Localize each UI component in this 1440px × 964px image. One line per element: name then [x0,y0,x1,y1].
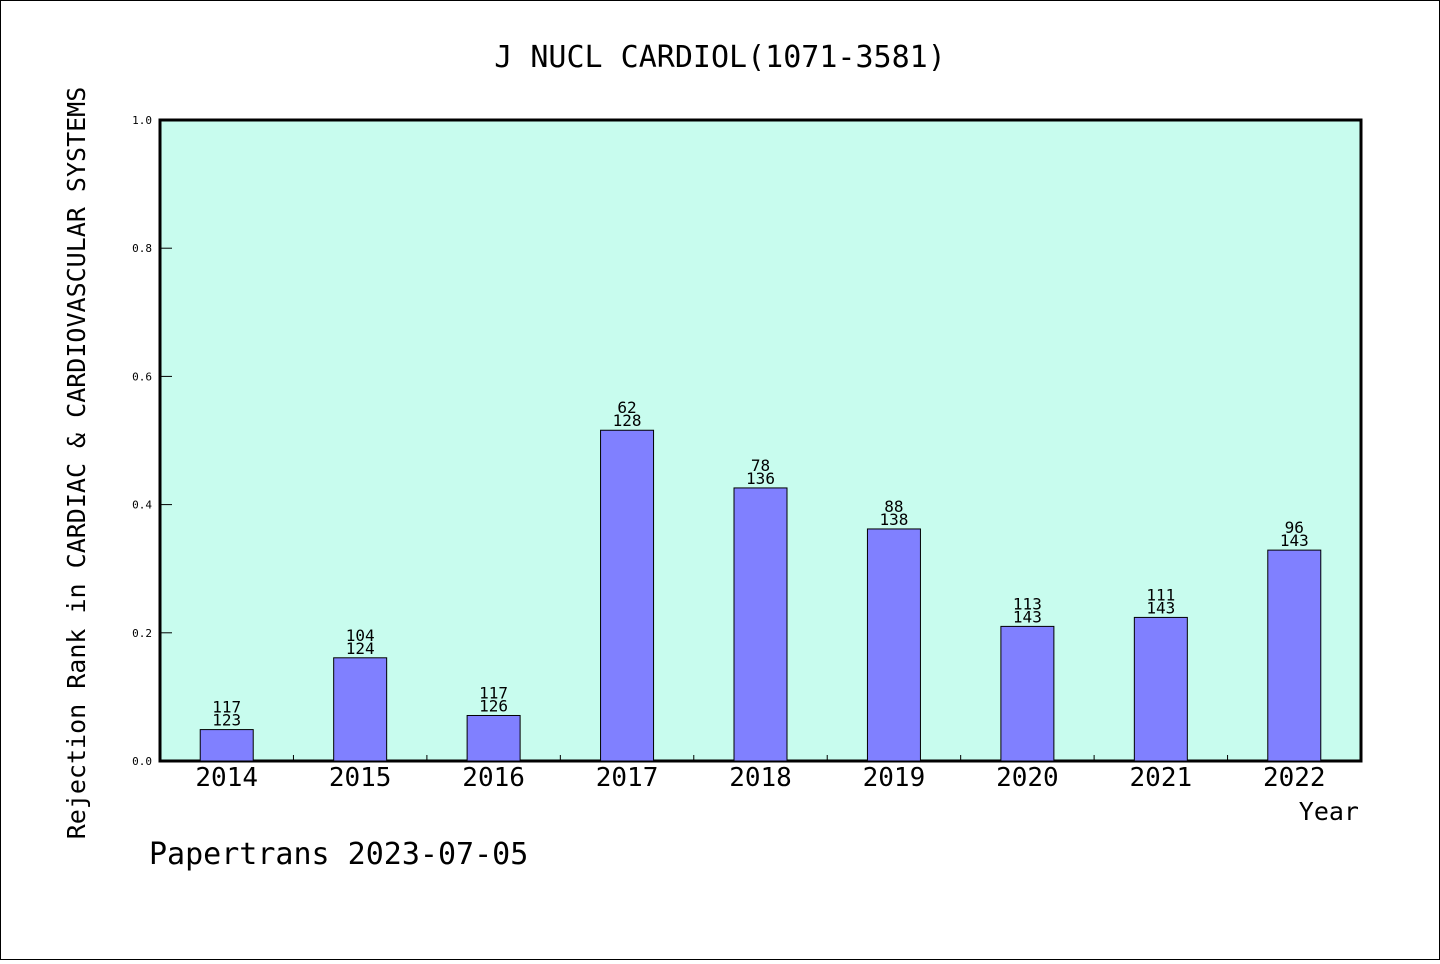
x-axis-ticks: 2014 2015 2016 2017 2018 2019 2020 2021 2022 [195,755,1326,793]
y-tick-label: 1.0 [132,114,152,127]
x-tick-label: 2021 [1130,763,1193,793]
bars [199,429,1322,762]
bar-rank-label: 117 [479,683,508,702]
x-tick-label: 2014 [195,763,258,793]
x-tick-label: 2019 [863,763,926,793]
x-tick-label: 2015 [329,763,392,793]
y-tick-label: 0.6 [132,370,152,383]
bar-rank-label: 88 [884,497,903,516]
x-tick-label: 2022 [1263,763,1326,793]
chart-title: J NUCL CARDIOL(1071-3581) [494,40,946,75]
bar-rank-label: 96 [1285,518,1304,537]
bar-total-label: 126 [479,696,508,715]
bar-2022 [1267,549,1322,762]
bar-rank-label: 113 [1013,594,1042,613]
y-tick-label: 0.8 [132,242,152,255]
x-tick-label: 2020 [996,763,1059,793]
bar-2016 [466,714,521,762]
y-tick-label: 0.4 [132,499,152,512]
y-tick-label: 0.0 [132,755,152,768]
bar-2021 [1133,616,1188,762]
bar-total-label: 138 [879,510,908,529]
bar-2015 [333,657,388,762]
x-axis-label: Year [1299,797,1359,826]
x-tick-label: 2017 [596,763,659,793]
bar-rank-label: 78 [751,456,770,475]
bar-rank-label: 117 [212,698,241,717]
bar-total-label: 124 [346,639,375,658]
bar-2018 [733,487,788,762]
bar-total-label: 123 [212,711,241,730]
bar-total-label: 143 [1146,598,1175,617]
bar-2014 [199,729,254,762]
bar-rank-label: 111 [1146,585,1175,604]
x-tick-label: 2016 [462,763,525,793]
bar-total-label: 128 [613,411,642,430]
bar-2020 [1000,625,1055,762]
y-tick-label: 0.2 [132,627,152,640]
bar-rank-label: 62 [617,398,636,417]
bar-total-label: 143 [1280,531,1309,550]
bar-2017 [600,429,655,762]
y-axis-ticks: 0.0 0.2 0.4 0.6 0.8 1.0 [132,114,172,768]
bar-labels: 1171231041241171266212878136881381131431… [212,398,1308,729]
y-axis-label: Rejection Rank in CARDIAC & CARDIOVASCUL… [62,87,91,840]
bar-total-label: 143 [1013,607,1042,626]
bar-2019 [866,528,921,762]
bar-total-label: 136 [746,469,775,488]
x-tick-label: 2018 [729,763,792,793]
footer-credit: Papertrans 2023-07-05 [149,837,528,872]
bar-rank-label: 104 [346,626,375,645]
